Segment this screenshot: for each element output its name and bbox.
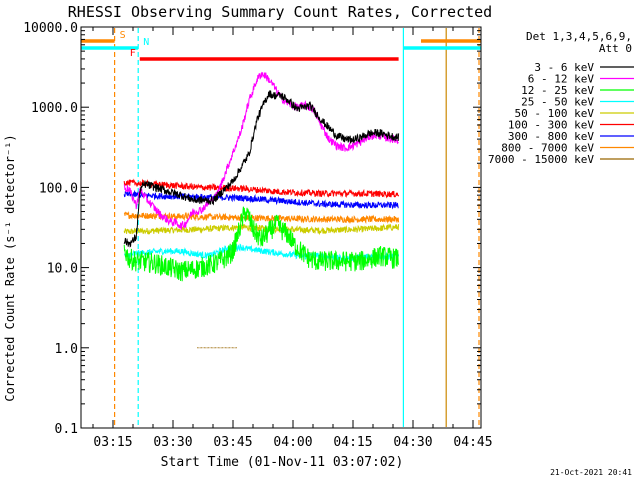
- legend-label: 300 - 800 keV: [508, 130, 594, 143]
- legend-label: 25 - 50 keV: [521, 96, 594, 109]
- x-tick-label: 03:15: [93, 435, 132, 450]
- series-100-300-kev: [123, 178, 400, 199]
- y-tick-label: 1000.0: [31, 101, 78, 116]
- y-tick-label: 10000.0: [23, 21, 78, 36]
- series-50-100-kev: [123, 223, 400, 236]
- x-tick-label: 04:30: [393, 435, 432, 450]
- footer-timestamp: 21-Oct-2021 20:41: [550, 468, 632, 477]
- legend-label: 800 - 7000 keV: [501, 142, 594, 155]
- series-layer: [123, 71, 400, 349]
- x-axis-label: Start Time (01-Nov-11 03:07:02): [161, 455, 404, 470]
- legend-label: 6 - 12 keV: [528, 73, 595, 86]
- flag-label-n: N: [143, 37, 149, 48]
- axes-layer: 10000.0 1000.0 100.0 10.0 1.0 0.1 03:15 03:30 03…: [23, 21, 492, 450]
- flag-label-s: S: [120, 30, 126, 41]
- plot-frame: [80, 26, 482, 429]
- series-800-7000-kev: [123, 210, 400, 225]
- legend-label: 3 - 6 keV: [534, 61, 594, 74]
- x-tick-label: 04:15: [333, 435, 372, 450]
- series-6-12-kev: [123, 71, 399, 230]
- legend-header-line-2: Att 0: [599, 42, 632, 55]
- y-tick-label: 1.0: [55, 342, 78, 357]
- x-tick-label: 04:45: [453, 435, 492, 450]
- y-tick-label: 100.0: [39, 181, 78, 196]
- legend-label: 7000 - 15000 keV: [488, 153, 594, 166]
- series-25-50-kev: [123, 243, 400, 264]
- legend-label: 50 - 100 keV: [515, 107, 595, 120]
- legend-label: 12 - 25 keV: [521, 84, 594, 97]
- chart-title: RHESSI Observing Summary Count Rates, Co…: [68, 3, 492, 21]
- legend-header-line-1: Det 1,3,4,5,6,9,: [526, 30, 632, 43]
- x-tick-label: 03:30: [153, 435, 192, 450]
- y-axis-label: Corrected Count Rate (s⁻¹ detector⁻¹): [3, 134, 17, 401]
- flag-label-f: F: [130, 48, 136, 59]
- x-tick-label: 03:45: [213, 435, 252, 450]
- x-tick-label: 04:00: [273, 435, 312, 450]
- y-tick-label: 10.0: [47, 262, 78, 277]
- y-tick-label: 0.1: [55, 422, 78, 437]
- legend-label: 100 - 300 keV: [508, 119, 594, 132]
- series-12-25-kev: [123, 206, 400, 282]
- series-3-6-kev: [123, 90, 400, 248]
- series-300-800-kev: [123, 189, 399, 210]
- flags-layer: S NF: [81, 30, 481, 61]
